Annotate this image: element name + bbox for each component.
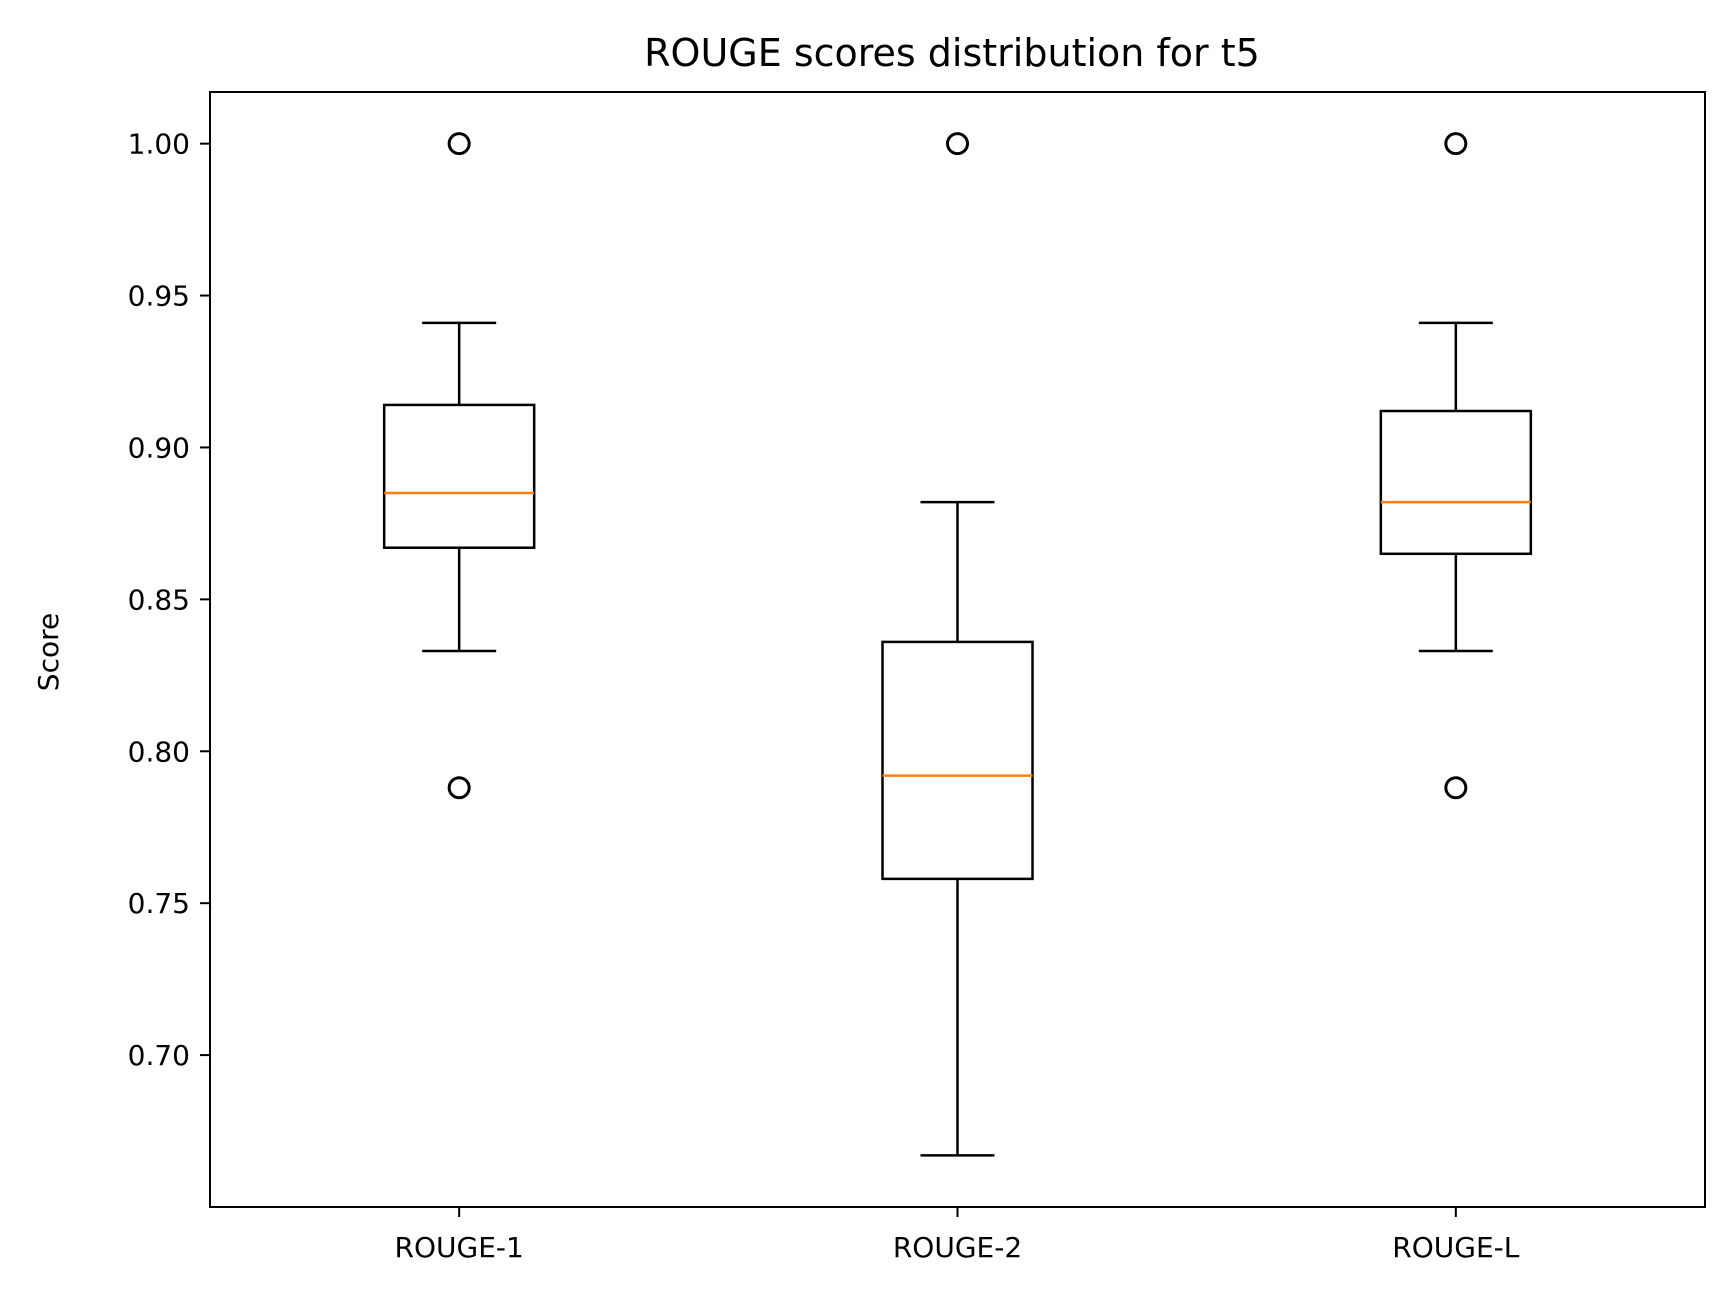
outlier-point — [447, 132, 471, 156]
y-tick-label: 1.00 — [128, 128, 190, 161]
iqr-box — [881, 640, 1034, 881]
iqr-box — [1379, 409, 1533, 556]
box-group — [1379, 132, 1533, 800]
y-axis-label: Score — [32, 613, 65, 691]
y-tick-label: 0.85 — [128, 583, 190, 616]
y-axis-ticks: 0.70 0.75 0.80 0.85 0.90 0.95 1.00 — [128, 128, 210, 1072]
y-tick-label: 0.90 — [128, 431, 190, 464]
iqr-box — [382, 403, 536, 549]
outlier-point — [1444, 132, 1468, 156]
outlier-point — [1444, 776, 1468, 800]
x-axis-ticks: ROUGE-1 ROUGE-2 ROUGE-L — [395, 1207, 1520, 1264]
outlier-point — [946, 132, 969, 156]
box-group — [881, 132, 1034, 1157]
y-tick-label: 0.95 — [128, 280, 190, 313]
chart-title: ROUGE scores distribution for t5 — [644, 31, 1260, 75]
outlier-point — [447, 776, 471, 800]
y-tick-label: 0.75 — [128, 887, 190, 920]
box-series — [382, 132, 1533, 1157]
y-tick-label: 0.70 — [128, 1039, 190, 1072]
box-group — [382, 132, 536, 800]
y-tick-label: 0.80 — [128, 735, 190, 768]
x-tick-label: ROUGE-L — [1392, 1231, 1519, 1264]
plot-area-frame — [209, 91, 1706, 1208]
x-tick-label: ROUGE-2 — [893, 1231, 1022, 1264]
x-tick-label: ROUGE-1 — [395, 1231, 524, 1264]
